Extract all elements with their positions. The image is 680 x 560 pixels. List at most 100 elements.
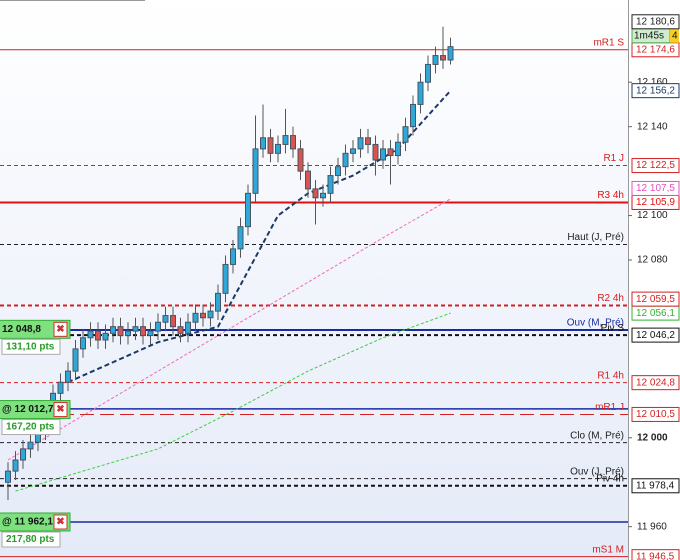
candle-body <box>125 330 131 337</box>
price-box <box>631 327 680 343</box>
candle-body <box>305 170 311 190</box>
candle-body <box>87 330 94 339</box>
order-close-icon: ✖ <box>56 404 64 415</box>
candle-body <box>110 326 116 334</box>
candle-body <box>57 381 64 394</box>
candle-body <box>282 135 289 145</box>
price-box <box>631 406 680 422</box>
candle-body <box>380 148 386 161</box>
order-price: @ 11 962,1 <box>2 517 53 528</box>
order-close[interactable] <box>53 402 68 418</box>
y-tick-label: 12 140 <box>637 121 668 132</box>
y-tick-label: 12 080 <box>637 255 668 266</box>
candle-body <box>192 312 199 323</box>
candle-body <box>162 315 169 323</box>
y-tick-label: 12 000 <box>637 432 668 443</box>
order-price-box <box>0 400 71 420</box>
candle-body <box>65 370 71 383</box>
level-label: mR1 S <box>593 37 624 48</box>
y-tick-label: 12 100 <box>637 210 668 221</box>
level-label: R3 4h <box>597 190 624 201</box>
candle-body <box>425 63 431 83</box>
candle-body <box>80 337 86 350</box>
candle-body <box>402 126 409 143</box>
candle-body <box>342 152 349 168</box>
level-label: Piv S <box>601 323 625 334</box>
candle-body <box>177 326 184 334</box>
price-label: 12 024,8 <box>636 377 675 388</box>
price-box <box>631 14 680 30</box>
candle-body <box>260 137 266 150</box>
moving-average <box>7 198 451 461</box>
price-label: 12 180,6 <box>636 16 675 27</box>
candle-body <box>297 148 304 172</box>
order-ticket: @ 12 012,7 ✖167,20 pts <box>0 400 71 436</box>
price-label: 12 122,5 <box>636 160 675 171</box>
order-close[interactable] <box>53 514 68 530</box>
candle-body <box>372 143 379 161</box>
candle-body <box>155 321 161 332</box>
price-label: 12 059,5 <box>636 294 675 305</box>
level-label: Haut (J, Pré) <box>567 232 624 243</box>
order-close[interactable] <box>53 321 68 337</box>
candle-body <box>237 226 244 250</box>
price-box <box>631 478 680 494</box>
level-label: Piv 4h <box>596 473 624 484</box>
price-box <box>631 375 680 391</box>
price-label: 12 105,9 <box>636 197 675 208</box>
candle-body <box>320 192 326 199</box>
price-label: 12 010,5 <box>636 409 675 420</box>
candle-body <box>200 312 206 319</box>
price-label: 11 978,4 <box>636 480 675 491</box>
candle-body <box>447 46 454 61</box>
candle-body <box>185 321 191 334</box>
price-label: 12 107,5 <box>636 183 675 194</box>
price-box <box>631 291 680 307</box>
order-price: 12 048,8 <box>2 324 41 335</box>
level-label: Ouv (J, Pré) <box>570 466 624 477</box>
timer-tick-box <box>670 28 679 43</box>
candle-body <box>72 348 79 372</box>
order-points: 167,20 pts <box>6 422 55 433</box>
order-ticket: 12 048,8 ✖131,10 pts <box>0 319 71 355</box>
price-label: 11 946,5 <box>636 551 675 560</box>
candle-body <box>245 192 251 228</box>
order-ticket: @ 11 962,1 ✖217,80 pts <box>0 512 71 548</box>
level-label: Clo (M, Pré) <box>570 430 624 441</box>
order-points: 131,10 pts <box>6 341 55 352</box>
order-price-box <box>0 319 71 339</box>
order-points-box <box>1 338 61 355</box>
candle-body <box>230 248 236 265</box>
price-label: 12 056,1 <box>636 308 675 319</box>
candle-body <box>170 315 176 328</box>
candle-body <box>140 326 146 337</box>
candle-body <box>327 175 334 194</box>
level-label: R1 4h <box>597 370 624 381</box>
candle-body <box>252 148 259 194</box>
candle-body <box>432 55 439 65</box>
price-box <box>631 83 680 99</box>
order-points: 217,80 pts <box>6 534 55 545</box>
timer: 1m45s <box>634 30 664 41</box>
order-price: @ 12 012,7 <box>2 404 54 415</box>
candle-body <box>350 148 356 154</box>
candle-body <box>20 448 26 461</box>
candle-body <box>117 326 124 337</box>
level-label: mR1 J <box>595 402 624 413</box>
candle-body <box>357 137 364 150</box>
order-points-box <box>1 419 61 436</box>
candle-body <box>365 137 371 145</box>
candle-body <box>335 166 341 177</box>
candle-body <box>215 292 221 312</box>
candle-body <box>5 470 11 483</box>
candle-body <box>132 326 139 332</box>
price-label: 12 046,2 <box>636 330 675 341</box>
level-label: R2 4h <box>597 293 624 304</box>
candle-body <box>102 332 109 341</box>
candle-body <box>410 103 416 128</box>
candle-body <box>267 137 274 154</box>
candle-body <box>95 330 101 341</box>
candle-body <box>290 135 296 150</box>
level-label: Ouv (M, Pré) <box>567 318 624 329</box>
